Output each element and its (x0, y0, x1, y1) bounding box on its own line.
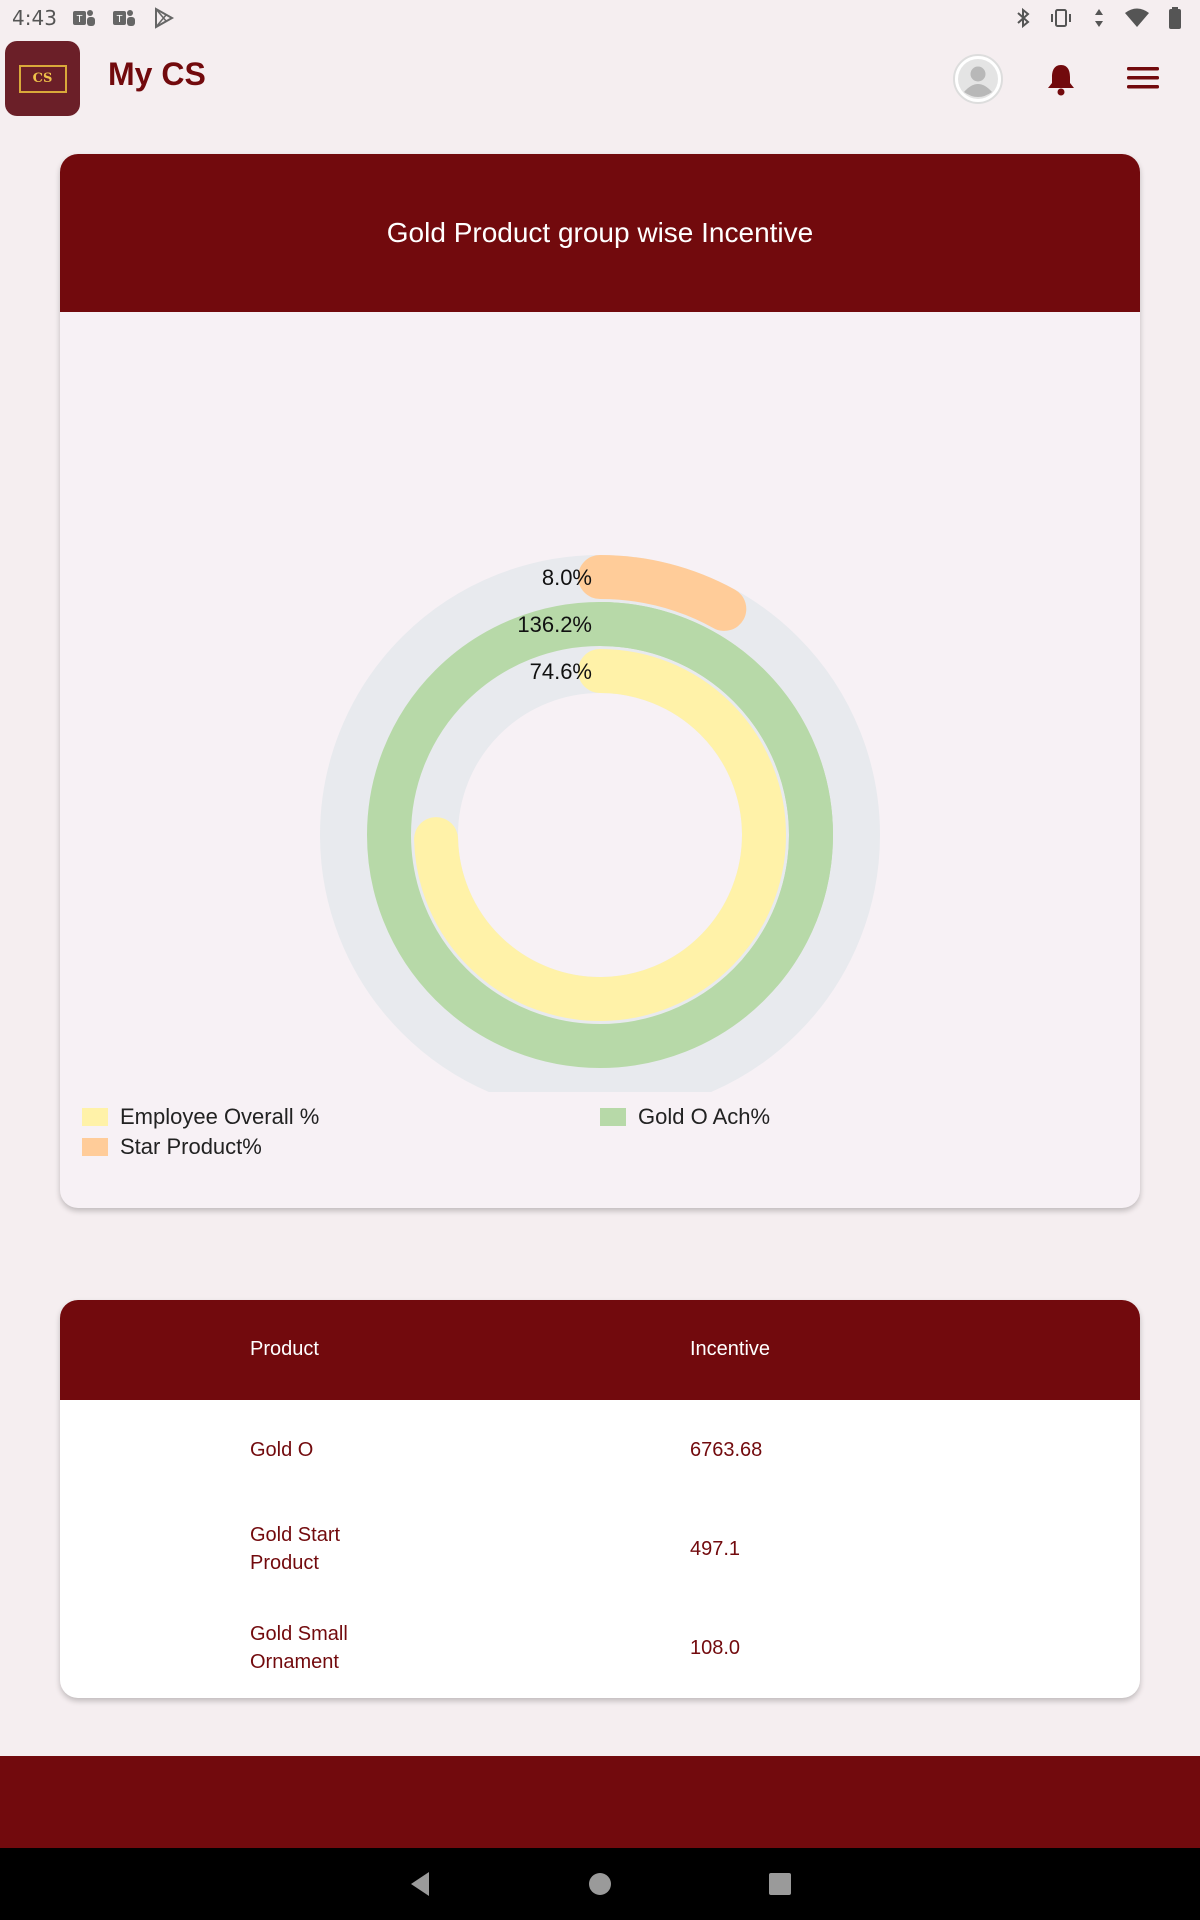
app-bar: CS My CS (0, 36, 1200, 120)
back-icon[interactable] (405, 1869, 435, 1899)
legend-item[interactable]: Gold O Ach% (600, 1104, 770, 1130)
data-label: 74.6% (530, 659, 592, 684)
hamburger-menu-icon[interactable] (1124, 60, 1162, 96)
home-icon[interactable] (585, 1869, 615, 1899)
recents-icon[interactable] (765, 1869, 795, 1899)
status-left: 4:43 T T (12, 5, 177, 31)
incentive-cell: 6763.68 (690, 1439, 763, 1461)
legend-label: Star Product% (120, 1134, 262, 1159)
status-right (1010, 5, 1188, 31)
svg-text:T: T (76, 14, 82, 25)
header-product: Product (250, 1338, 319, 1360)
product-cell: Gold Start Product (250, 1524, 341, 1574)
legend-item[interactable]: Employee Overall % (82, 1104, 319, 1130)
status-time: 4:43 (12, 6, 57, 30)
radial-bar-chart: 8.0% 136.2% 74.6% (320, 555, 880, 1092)
system-nav-bar (0, 1848, 1200, 1920)
table-header: Product Incentive (60, 1300, 1140, 1400)
wifi-icon (1124, 5, 1150, 31)
battery-icon (1162, 5, 1188, 31)
radial-bar-star-product- (578, 555, 747, 631)
data-label: 8.0% (542, 565, 592, 590)
table-row: Gold O 6763.68 (60, 1400, 1140, 1499)
table-row: Gold Start Product 497.1 (60, 1499, 1140, 1598)
table-row: Gold Small Ornament 108.0 (60, 1598, 1140, 1697)
data-label: 136.2% (517, 612, 592, 637)
product-cell: Gold O (250, 1439, 314, 1461)
avatar-icon[interactable] (953, 54, 1003, 104)
legend-item[interactable]: Star Product% (82, 1134, 262, 1160)
app-title: My CS (108, 56, 206, 92)
incentive-table: Product Incentive Gold O 6763.68 Gold St… (60, 1300, 1140, 1698)
data-arrows-icon (1086, 5, 1112, 31)
logo-text: CS (18, 64, 67, 93)
chart-card: Gold Product group wise Incentive 8.0% 13… (60, 154, 1140, 1208)
teams-icon: T (111, 5, 137, 31)
legend-swatch (600, 1108, 626, 1126)
vibrate-icon (1048, 5, 1074, 31)
legend-swatch (82, 1108, 108, 1126)
incentive-cell: 497.1 (690, 1538, 741, 1560)
footer-band (0, 1756, 1200, 1848)
status-bar: 4:43 T T (0, 0, 1200, 36)
play-store-icon (151, 5, 177, 31)
app-logo[interactable]: CS (5, 41, 80, 116)
bell-icon[interactable] (1043, 61, 1079, 97)
legend-swatch (82, 1138, 108, 1156)
radial-bar-gold-o-ach- (578, 602, 833, 994)
radial-bar-employee-overall- (414, 649, 786, 1021)
chart-card-title: Gold Product group wise Incentive (60, 154, 1140, 312)
header-incentive: Incentive (690, 1338, 771, 1360)
product-cell: Gold Small Ornament (250, 1623, 348, 1673)
incentive-cell: 108.0 (690, 1637, 741, 1659)
teams-icon: T (71, 5, 97, 31)
svg-text:T: T (116, 14, 122, 25)
legend-label: Employee Overall % (120, 1104, 320, 1129)
legend-label: Gold O Ach% (638, 1104, 771, 1129)
bluetooth-icon (1010, 5, 1036, 31)
